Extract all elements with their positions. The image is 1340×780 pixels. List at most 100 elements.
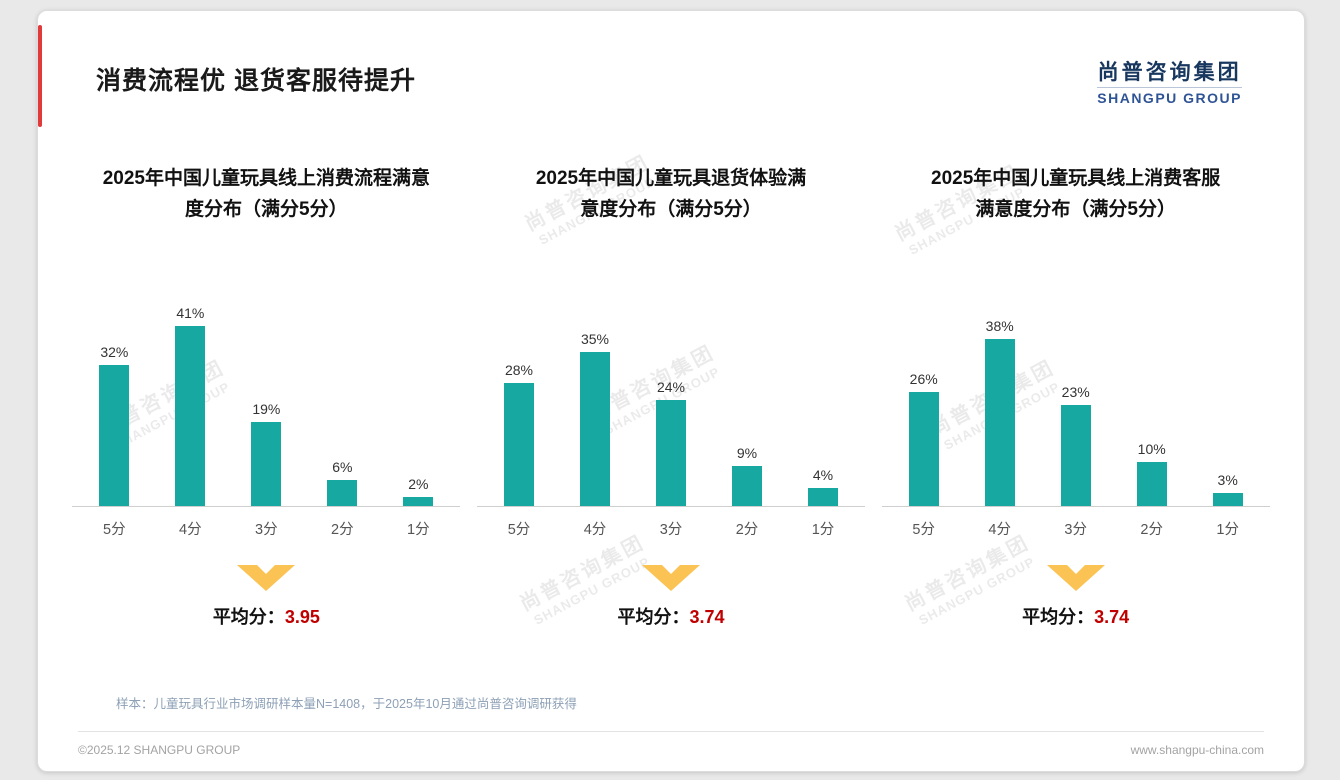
bar-value-label: 10%	[1137, 441, 1166, 458]
bar-category-label: 3分	[659, 522, 683, 539]
bar-value-label: 32%	[100, 344, 129, 361]
bar	[175, 325, 206, 507]
bar	[908, 391, 939, 507]
chart-plot: 32% 41% 19% 6% 2%	[72, 291, 461, 508]
average-score-value: 3.95	[284, 607, 320, 628]
chart-column: 2025年中国儿童玩具线上消费流程满意 度分布（满分5分） 32% 41% 19% 6% 2…	[64, 164, 469, 629]
bar	[403, 497, 434, 507]
bar-category-label: 2分	[1140, 522, 1163, 539]
bar-value-label: 41%	[176, 304, 205, 321]
bar-category-label: 1分	[1216, 522, 1239, 539]
bar	[1212, 492, 1243, 507]
page-title: 消费流程优 退货客服待提升	[96, 67, 416, 95]
bar-group: 23%	[1038, 291, 1114, 507]
chart-title-line: 2025年中国儿童玩具退货体验满	[535, 168, 807, 190]
bar-category-label: 1分	[407, 522, 430, 539]
bar-category-label: 2分	[331, 522, 354, 539]
bar-value-label: 23%	[1061, 383, 1090, 400]
bar-value-label: 19%	[252, 401, 281, 418]
bar-value-label: 2%	[408, 476, 429, 493]
chart-title-line: 度分布（满分5分）	[185, 198, 348, 220]
chart-plot: 28% 35% 24% 9% 4%	[477, 291, 865, 508]
chart-title: 2025年中国儿童玩具线上消费客服 满意度分布（满分5分）	[931, 164, 1220, 225]
slide-card: 消费流程优 退货客服待提升 尚普咨询集团 SHANGPU GROUP 2025年…	[37, 10, 1305, 772]
chart-title-line: 满意度分布（满分5分）	[975, 198, 1176, 220]
bar-category-label: 3分	[255, 522, 278, 539]
bar-value-label: 6%	[332, 458, 353, 475]
bar-group: 9%	[709, 291, 785, 507]
bar-group: 35%	[557, 291, 633, 507]
bar-value-label: 3%	[1217, 471, 1238, 488]
bar-value-label: 38%	[985, 317, 1014, 334]
average-score-label: 平均分：	[617, 607, 690, 628]
chart-title: 2025年中国儿童玩具线上消费流程满意 度分布（满分5分）	[103, 164, 430, 225]
bar-value-label: 4%	[812, 467, 834, 484]
bar	[504, 382, 534, 507]
bar	[656, 400, 686, 507]
company-logo: 尚普咨询集团 SHANGPU GROUP	[1097, 61, 1242, 106]
bar-category-label: 4分	[179, 522, 202, 539]
logo-english-text: SHANGPU GROUP	[1097, 87, 1242, 106]
bar-group: 24%	[633, 291, 709, 507]
bar-category-label: 5分	[912, 522, 935, 539]
chart-title-line: 2025年中国儿童玩具线上消费流程满意	[102, 168, 430, 190]
bar-category-label: 5分	[103, 522, 126, 539]
chart-title: 2025年中国儿童玩具退货体验满 意度分布（满分5分）	[536, 164, 806, 225]
bar-group: 38%	[962, 291, 1038, 507]
average-score: 平均分：3.74	[617, 603, 724, 629]
chart-column: 2025年中国儿童玩具线上消费客服 满意度分布（满分5分） 26% 38% 23% 10%…	[873, 164, 1278, 629]
bar	[732, 466, 762, 507]
bar-group: 26%	[886, 291, 962, 507]
bar-value-label: 35%	[580, 331, 610, 348]
bar-category-label: 4分	[583, 522, 607, 539]
down-arrow-icon	[237, 565, 296, 592]
bar-category-label: 2分	[735, 522, 759, 539]
footer-website: www.shangpu-china.com	[1130, 743, 1264, 757]
bar	[808, 488, 838, 507]
average-score-value: 3.74	[689, 607, 725, 628]
category-labels: 5分 4分 3分 2分 1分	[477, 507, 865, 539]
bar-value-label: 24%	[656, 379, 686, 396]
chart-title-line: 2025年中国儿童玩具线上消费客服	[931, 168, 1221, 190]
bar-value-label: 26%	[909, 370, 938, 387]
red-accent-bar	[38, 25, 42, 127]
bar-group: 28%	[481, 291, 557, 507]
logo-chinese-text: 尚普咨询集团	[1097, 61, 1242, 84]
bar	[984, 338, 1015, 507]
bar-group: 32%	[76, 291, 152, 507]
average-score-value: 3.74	[1094, 607, 1130, 628]
chart-plot: 26% 38% 23% 10% 3%	[881, 291, 1270, 508]
header: 消费流程优 退货客服待提升 尚普咨询集团 SHANGPU GROUP	[38, 11, 1304, 106]
bar-value-label: 28%	[504, 361, 534, 378]
bar-group: 41%	[152, 291, 228, 507]
average-score-label: 平均分：	[1022, 607, 1095, 628]
bar-group: 19%	[228, 291, 304, 507]
sample-note: 样本：儿童玩具行业市场调研样本量N=1408，于2025年10月通过尚普咨询调研…	[116, 697, 577, 711]
bar-group: 6%	[304, 291, 380, 507]
bar	[251, 422, 282, 507]
bar-group: 4%	[785, 291, 861, 507]
category-labels: 5分 4分 3分 2分 1分	[72, 507, 460, 539]
category-labels: 5分 4分 3分 2分 1分	[882, 507, 1270, 539]
bar-value-label: 9%	[736, 445, 758, 462]
bar-category-label: 1分	[811, 522, 835, 539]
bar	[1060, 404, 1091, 507]
down-arrow-icon	[642, 565, 700, 592]
footer: ©2025.12 SHANGPU GROUP www.shangpu-china…	[78, 731, 1264, 757]
bar	[580, 352, 610, 507]
bar-category-label: 3分	[1064, 522, 1087, 539]
average-score: 平均分：3.95	[213, 603, 320, 629]
footer-copyright: ©2025.12 SHANGPU GROUP	[78, 743, 241, 757]
down-arrow-icon	[1046, 565, 1105, 592]
average-score-label: 平均分：	[212, 607, 285, 628]
chart-title-line: 意度分布（满分5分）	[580, 198, 762, 220]
bar-category-label: 4分	[988, 522, 1011, 539]
bar-group: 2%	[380, 291, 456, 507]
charts-row: 2025年中国儿童玩具线上消费流程满意 度分布（满分5分） 32% 41% 19% 6% 2…	[38, 164, 1304, 629]
average-score: 平均分：3.74	[1022, 603, 1129, 629]
bar-category-label: 5分	[507, 522, 531, 539]
bar	[99, 365, 130, 507]
bar-group: 3%	[1190, 291, 1266, 507]
chart-column: 2025年中国儿童玩具退货体验满 意度分布（满分5分） 28% 35% 24% 9% 4% 5…	[469, 164, 874, 629]
